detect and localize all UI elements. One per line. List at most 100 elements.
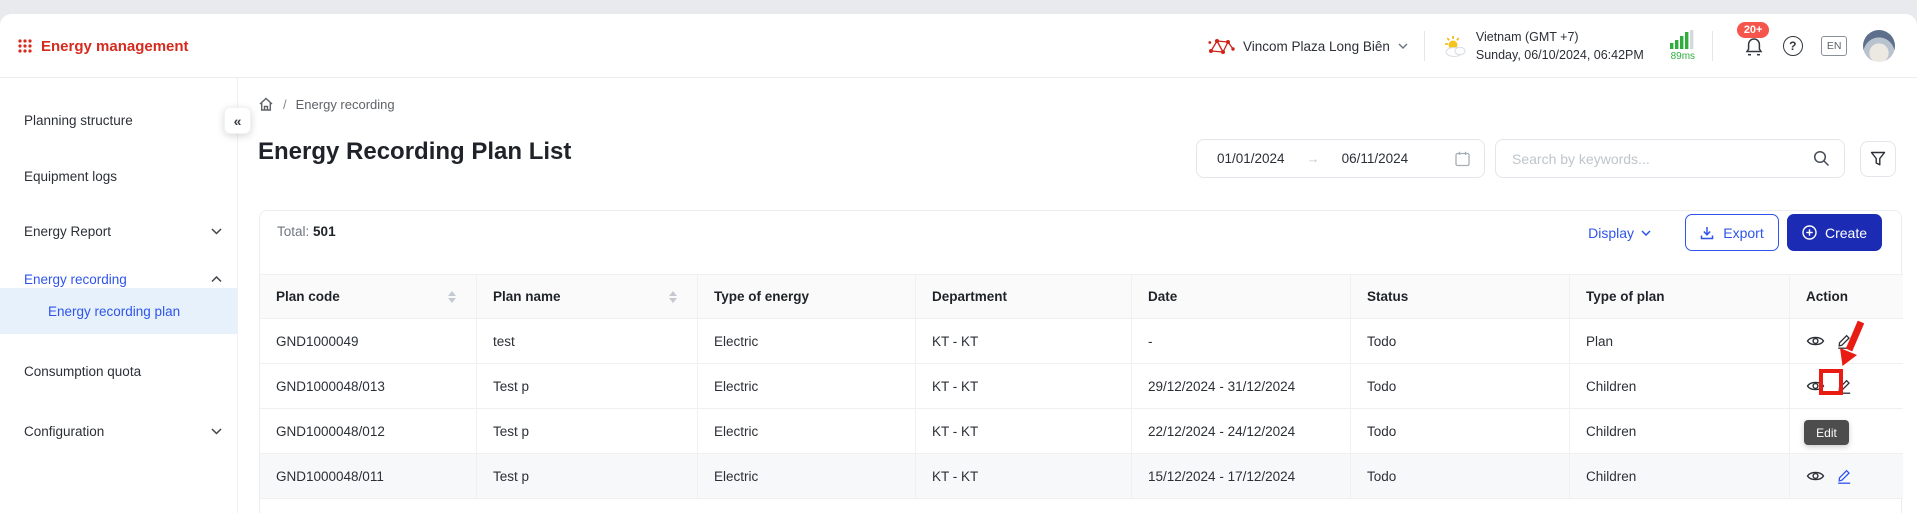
question-mark-icon: ? bbox=[1789, 39, 1797, 53]
locale-block: Vietnam (GMT +7) Sunday, 06/10/2024, 06:… bbox=[1441, 28, 1644, 64]
sidebar-item-configuration[interactable]: Configuration bbox=[0, 420, 238, 442]
breadcrumb-separator: / bbox=[283, 97, 287, 112]
sidebar-item-label: Configuration bbox=[24, 423, 105, 439]
export-button[interactable]: Export bbox=[1685, 214, 1779, 251]
cell-status: Todo bbox=[1351, 454, 1570, 498]
help-button[interactable]: ? bbox=[1782, 36, 1803, 56]
column-header-status: Status bbox=[1351, 275, 1570, 318]
column-label: Status bbox=[1367, 289, 1409, 304]
breadcrumb-current[interactable]: Energy recording bbox=[295, 97, 395, 112]
date-range-picker[interactable]: 01/01/2024 → 06/11/2024 bbox=[1196, 139, 1485, 178]
create-label: Create bbox=[1824, 224, 1868, 241]
column-label: Type of energy bbox=[714, 289, 810, 304]
divider bbox=[1711, 31, 1713, 61]
view-icon[interactable] bbox=[1806, 467, 1825, 485]
bell-icon bbox=[1743, 36, 1765, 57]
cell-type-of-plan: Plan bbox=[1570, 319, 1790, 363]
funnel-icon bbox=[1870, 151, 1886, 167]
plus-circle-icon bbox=[1802, 225, 1817, 240]
cell-plan-code: GND1000048/013 bbox=[260, 364, 477, 408]
column-label: Type of plan bbox=[1586, 289, 1665, 304]
cell-plan-name: test bbox=[477, 319, 698, 363]
download-icon bbox=[1700, 226, 1714, 240]
cell-department: KT - KT bbox=[916, 319, 1132, 363]
edit-tooltip: Edit bbox=[1804, 420, 1849, 445]
cell-plan-name: Test p bbox=[477, 409, 698, 453]
sidebar-item-planning-structure[interactable]: Planning structure bbox=[0, 109, 238, 131]
search-input[interactable] bbox=[1512, 150, 1813, 167]
column-label: Plan name bbox=[493, 289, 561, 304]
total-count: Total: 501 bbox=[277, 224, 336, 239]
sidebar-item-label: Energy recording bbox=[24, 271, 127, 287]
home-icon[interactable] bbox=[258, 97, 274, 112]
cell-status: Todo bbox=[1351, 364, 1570, 408]
date-range-arrow-icon: → bbox=[1306, 151, 1320, 166]
brand[interactable]: Energy management bbox=[18, 14, 189, 78]
cell-status: Todo bbox=[1351, 319, 1570, 363]
chevron-down-icon bbox=[211, 427, 222, 435]
cell-plan-name: Test p bbox=[477, 364, 698, 408]
sidebar-item-equipment-logs[interactable]: Equipment logs bbox=[0, 165, 238, 187]
notification-badge: 20+ bbox=[1736, 21, 1770, 38]
sidebar-item-energy-recording-plan[interactable]: Energy recording plan bbox=[0, 288, 237, 334]
column-label: Department bbox=[932, 289, 1008, 304]
column-header-plan-code[interactable]: Plan code bbox=[260, 275, 477, 318]
display-dropdown[interactable]: Display bbox=[1588, 225, 1651, 241]
display-label: Display bbox=[1588, 224, 1634, 241]
table-toolbar: Total: 501 Display Export bbox=[260, 211, 1901, 274]
sidebar-item-energy-recording[interactable]: Energy recording bbox=[0, 268, 238, 290]
chevron-down-icon bbox=[1641, 229, 1651, 236]
cell-department: KT - KT bbox=[916, 409, 1132, 453]
filter-button[interactable] bbox=[1860, 141, 1896, 177]
sort-icon[interactable] bbox=[448, 290, 456, 303]
site-name: Vincom Plaza Long Biên bbox=[1243, 38, 1390, 54]
top-header: Energy management Vinc bbox=[0, 14, 1917, 78]
cell-date: 29/12/2024 - 31/12/2024 bbox=[1132, 364, 1351, 408]
view-icon[interactable] bbox=[1806, 332, 1825, 350]
cell-date: - bbox=[1132, 319, 1351, 363]
signal-bars-icon bbox=[1669, 30, 1696, 49]
chevron-down-icon bbox=[211, 227, 222, 235]
column-label: Date bbox=[1148, 289, 1178, 304]
sidebar-item-label: Planning structure bbox=[24, 112, 133, 128]
cell-plan-code: GND1000049 bbox=[260, 319, 477, 363]
cell-plan-code: GND1000048/012 bbox=[260, 409, 477, 453]
cell-plan-code: GND1000048/011 bbox=[260, 454, 477, 498]
chevron-up-icon bbox=[211, 275, 222, 283]
total-label: Total: bbox=[277, 224, 310, 239]
column-header-plan-name[interactable]: Plan name bbox=[477, 275, 698, 318]
create-button[interactable]: Create bbox=[1787, 214, 1882, 251]
cell-plan-name: Test p bbox=[477, 454, 698, 498]
table-row: GND1000049 test Electric KT - KT - Todo … bbox=[260, 319, 1903, 364]
column-header-type-of-energy: Type of energy bbox=[698, 275, 916, 318]
sidebar-item-label: Energy Report bbox=[24, 223, 112, 239]
date-to-value[interactable]: 06/11/2024 bbox=[1341, 151, 1409, 166]
app-window: Energy management Vinc bbox=[0, 14, 1917, 513]
sidebar-item-energy-report[interactable]: Energy Report bbox=[0, 220, 238, 242]
user-avatar[interactable] bbox=[1863, 30, 1896, 62]
network-graph-icon bbox=[1208, 37, 1235, 56]
cell-type-of-plan: Children bbox=[1570, 409, 1790, 453]
language-button[interactable]: EN bbox=[1820, 36, 1848, 56]
cell-type-of-plan: Children bbox=[1570, 364, 1790, 408]
sidebar-item-label: Equipment logs bbox=[24, 168, 118, 184]
edit-icon[interactable] bbox=[1835, 467, 1853, 485]
sidebar-item-consumption-quota[interactable]: Consumption quota bbox=[0, 360, 238, 382]
sidebar-item-label: Energy recording plan bbox=[48, 303, 181, 319]
content-card: Total: 501 Display Export bbox=[259, 210, 1903, 513]
grid-logo-icon bbox=[18, 39, 32, 53]
sort-icon[interactable] bbox=[669, 290, 677, 303]
annotation-red-arrow bbox=[1840, 320, 1865, 366]
search-icon[interactable] bbox=[1813, 150, 1830, 167]
notifications-button[interactable]: 20+ bbox=[1736, 21, 1770, 57]
total-value: 501 bbox=[313, 224, 336, 239]
site-selector[interactable]: Vincom Plaza Long Biên bbox=[1208, 37, 1408, 56]
sidebar: Planning structure Equipment logs Energy… bbox=[0, 78, 238, 513]
date-from-value[interactable]: 01/01/2024 bbox=[1217, 151, 1285, 166]
sidebar-collapse-button[interactable]: « bbox=[224, 107, 251, 134]
column-label: Plan code bbox=[276, 289, 340, 304]
column-header-date: Date bbox=[1132, 275, 1351, 318]
view-icon[interactable] bbox=[1806, 377, 1825, 395]
divider bbox=[1423, 31, 1425, 61]
app-title: Energy management bbox=[41, 37, 189, 55]
